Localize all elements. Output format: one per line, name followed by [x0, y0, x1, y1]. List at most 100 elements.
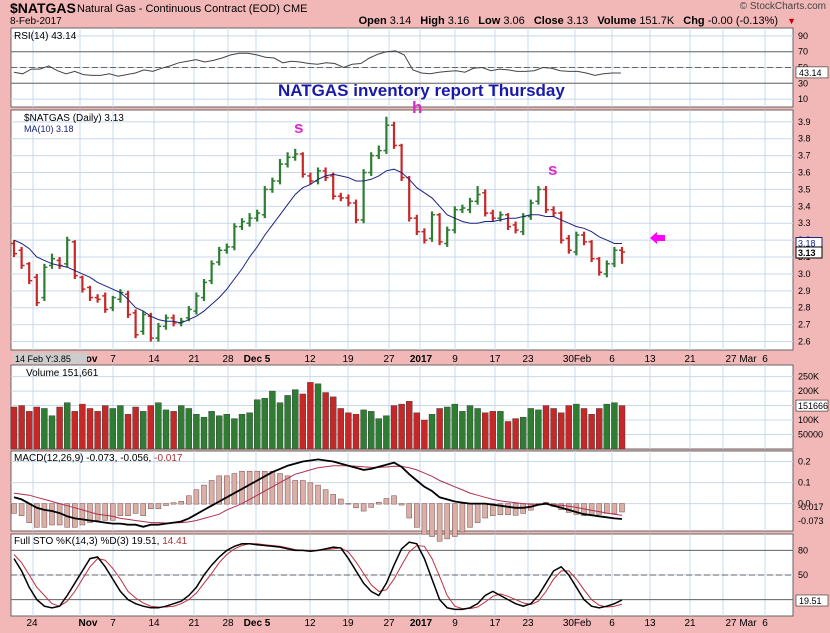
macd-histogram-bar: [497, 503, 504, 516]
x-tick-label: 30Feb: [563, 354, 592, 365]
x-tick-label: Nov: [79, 354, 98, 365]
macd-histogram-bar: [79, 503, 86, 526]
macd-label-name: MACD: [14, 453, 43, 464]
volume-bar: [535, 409, 542, 450]
volume-bar: [132, 406, 139, 450]
volume-bar: [428, 414, 436, 450]
volume-bar: [565, 405, 572, 450]
ohlc-bar: [185, 306, 192, 322]
ohlc-bar: [231, 223, 238, 251]
ohlc-bar: [254, 209, 261, 222]
ohlc-bar: [535, 186, 542, 205]
pointer-arrow-icon: [650, 232, 665, 244]
volume-bar: [398, 403, 405, 450]
y-tick-label: 0.2: [798, 457, 811, 467]
macd-histogram-bar: [300, 480, 306, 505]
close-last-box: [795, 246, 823, 259]
macd-histogram-bar: [224, 475, 230, 505]
volume-last-label: 151666: [798, 401, 828, 411]
macd-histogram-bar: [604, 503, 610, 514]
volume-bar: [451, 403, 458, 450]
volume-bar: [307, 382, 314, 450]
macd-histogram-bar: [41, 503, 48, 528]
ohlc-bar: [421, 228, 428, 244]
ohlc-bar: [413, 214, 420, 236]
macd-histogram-bar: [284, 475, 291, 505]
ohlc-bar: [216, 246, 223, 266]
volume-label: Volume: [597, 15, 637, 27]
annotation-h: h: [412, 98, 422, 117]
macd-histogram-bar: [231, 473, 238, 505]
volume-bar: [550, 408, 557, 450]
volume-bar: [231, 418, 238, 450]
ohlc-bar: [558, 211, 565, 244]
volume-bar: [330, 396, 337, 450]
y-tick-label: 250K: [798, 372, 819, 382]
ohlc-bar: [201, 279, 207, 301]
volume-bar: [588, 414, 595, 450]
y-tick-label: 30: [798, 78, 808, 88]
symbol-title: $NATGAS: [10, 0, 76, 16]
macd-histogram-bar: [573, 503, 580, 515]
ohlc-bar: [459, 204, 466, 214]
x-tick-label: 6: [762, 618, 768, 629]
macd-histogram-bar: [505, 503, 511, 516]
ohlc-bar: [467, 197, 473, 214]
ohlc-bar: [429, 211, 435, 242]
instrument-name: Natural Gas - Continuous Contract (EOD) …: [77, 3, 308, 15]
ohlc-bar: [49, 253, 55, 269]
x-tick-label: 27 Mar: [725, 354, 757, 365]
prev-period-box: [13, 353, 87, 364]
macd-histogram-bar: [406, 503, 412, 519]
ohlc-bar: [337, 192, 344, 202]
close-last-label: 3.13: [798, 248, 816, 258]
volume-bar: [390, 405, 398, 450]
volume-bar: [185, 408, 193, 450]
ohlc-bar: [269, 177, 276, 193]
x-tick-label: 28: [222, 354, 234, 365]
y-tick-label: 50000: [798, 430, 823, 440]
x-tick-label: 7: [110, 354, 116, 365]
high-label: High: [420, 15, 445, 27]
volume-bar: [603, 403, 610, 450]
ohlc-bar: [375, 145, 382, 160]
macd-histogram-bar: [467, 503, 473, 528]
x-tick-label: 2017: [410, 354, 433, 365]
volume-last-box: [795, 399, 829, 412]
macd-histogram-bar: [414, 503, 420, 528]
volume-label: Volume 151,661: [26, 368, 99, 379]
volume-bar: [497, 411, 504, 450]
macd-histogram-bar: [429, 503, 435, 537]
ohlc-bar: [132, 309, 139, 339]
volume-bar: [215, 415, 223, 450]
x-tick-label: 21: [684, 618, 696, 629]
macd-histogram-bar: [292, 480, 298, 505]
x-tick-label: Dec 5: [244, 618, 271, 629]
macd-histogram-bar: [110, 503, 116, 521]
volume-bar: [117, 405, 124, 450]
volume-bar: [337, 408, 344, 450]
ohlc-bar: [368, 152, 375, 176]
ohlc-bar: [11, 240, 17, 258]
macd-histogram-bar: [490, 503, 496, 516]
x-tick-label: 9: [452, 354, 458, 365]
x-tick-label: 21: [188, 354, 200, 365]
macd-histogram-bar: [611, 503, 618, 514]
low-label: Low: [478, 15, 501, 27]
y-tick-label: 2.6: [798, 337, 811, 347]
macd-histogram-bar: [246, 470, 253, 505]
ohlc-bar: [79, 275, 86, 293]
x-tick-label: 28: [222, 618, 234, 629]
volume-bar: [558, 412, 565, 450]
macd-label: MACD(12,26,9) -0.073, -0.056, -0.017: [14, 453, 183, 464]
macd-histogram-bar: [254, 470, 260, 505]
open-label: Open: [358, 15, 387, 27]
volume-bar: [489, 411, 496, 450]
y-tick-label: 200K: [798, 386, 819, 396]
ohlc-bar: [550, 206, 557, 217]
ohlc-bar: [94, 294, 101, 303]
x-tick-label: 21: [188, 618, 200, 629]
macd-histogram-bar: [178, 501, 184, 505]
macd-histogram-bar: [193, 489, 200, 505]
ohlc-bar: [102, 292, 109, 313]
